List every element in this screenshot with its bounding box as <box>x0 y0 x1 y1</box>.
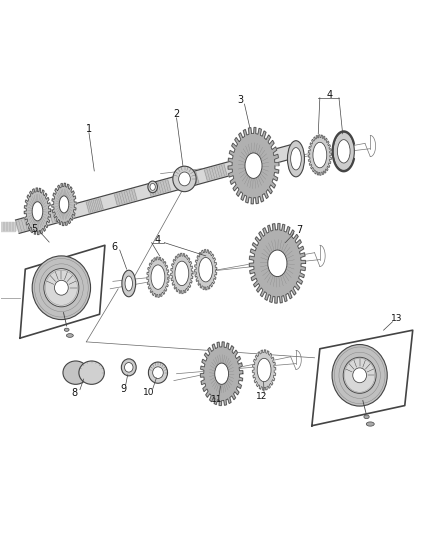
Ellipse shape <box>179 172 191 186</box>
Text: 5: 5 <box>31 224 37 235</box>
Polygon shape <box>86 198 103 213</box>
Ellipse shape <box>366 422 374 426</box>
Polygon shape <box>148 180 171 196</box>
Text: 7: 7 <box>297 225 303 236</box>
Text: 10: 10 <box>143 389 155 397</box>
Ellipse shape <box>148 362 167 383</box>
Ellipse shape <box>199 257 212 282</box>
Ellipse shape <box>54 280 68 295</box>
Text: 12: 12 <box>256 392 267 401</box>
Polygon shape <box>201 342 243 406</box>
Ellipse shape <box>364 415 369 418</box>
Polygon shape <box>235 156 258 172</box>
Ellipse shape <box>332 344 387 406</box>
Ellipse shape <box>337 140 350 163</box>
Polygon shape <box>228 127 279 204</box>
Ellipse shape <box>173 166 196 192</box>
Ellipse shape <box>353 368 367 383</box>
Polygon shape <box>249 223 306 303</box>
Text: 3: 3 <box>237 95 243 106</box>
Ellipse shape <box>124 362 133 372</box>
Ellipse shape <box>291 148 301 170</box>
Polygon shape <box>0 222 14 231</box>
Polygon shape <box>147 257 169 297</box>
Ellipse shape <box>150 183 155 190</box>
Text: 6: 6 <box>111 243 117 253</box>
Ellipse shape <box>63 361 88 384</box>
Ellipse shape <box>268 250 287 277</box>
Ellipse shape <box>67 334 73 337</box>
Polygon shape <box>171 253 193 294</box>
Text: 11: 11 <box>211 395 222 403</box>
Polygon shape <box>24 188 51 235</box>
Text: 13: 13 <box>391 314 403 323</box>
Polygon shape <box>52 183 76 225</box>
Ellipse shape <box>313 142 327 168</box>
Ellipse shape <box>287 141 304 177</box>
Ellipse shape <box>153 367 163 378</box>
Ellipse shape <box>333 132 354 171</box>
Text: 4: 4 <box>155 235 161 245</box>
Polygon shape <box>252 350 276 390</box>
Ellipse shape <box>32 256 91 320</box>
Ellipse shape <box>215 363 229 384</box>
Text: 1: 1 <box>86 124 92 133</box>
Polygon shape <box>179 172 199 188</box>
Polygon shape <box>15 143 300 233</box>
Ellipse shape <box>125 276 132 291</box>
Ellipse shape <box>79 361 104 384</box>
Ellipse shape <box>257 358 271 382</box>
Polygon shape <box>49 206 75 223</box>
Polygon shape <box>16 215 41 232</box>
Text: 9: 9 <box>120 384 127 393</box>
Text: 4: 4 <box>326 90 332 100</box>
Ellipse shape <box>121 359 136 376</box>
Polygon shape <box>194 249 217 290</box>
Ellipse shape <box>64 328 69 332</box>
Text: 2: 2 <box>173 109 180 119</box>
Polygon shape <box>76 367 92 378</box>
Ellipse shape <box>343 357 376 393</box>
Ellipse shape <box>151 265 165 289</box>
Polygon shape <box>205 164 227 181</box>
Polygon shape <box>114 189 137 205</box>
Ellipse shape <box>175 261 189 286</box>
Ellipse shape <box>245 153 262 179</box>
Ellipse shape <box>122 270 136 297</box>
Ellipse shape <box>32 202 43 221</box>
Ellipse shape <box>44 269 79 307</box>
Polygon shape <box>308 135 332 175</box>
Ellipse shape <box>148 181 157 193</box>
Text: 8: 8 <box>71 388 78 398</box>
Ellipse shape <box>59 196 69 213</box>
